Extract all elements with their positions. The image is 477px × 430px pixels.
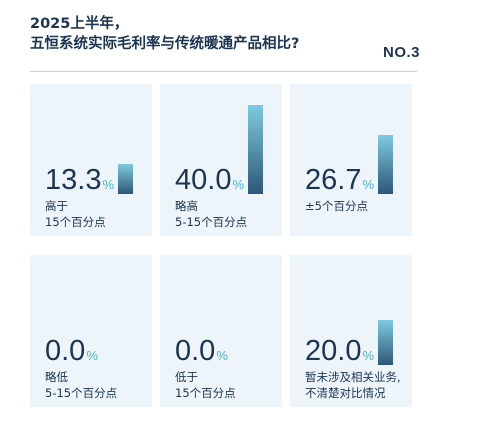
- result-card: 0.0% 低于 15个百分点: [160, 255, 282, 407]
- value-label: 0.0%: [45, 335, 98, 372]
- category-label-line: 15个百分点: [175, 386, 236, 400]
- category-label-line: 5-15个百分点: [45, 386, 118, 400]
- value-number: 20.0: [305, 335, 362, 367]
- category-label-line: ±5个百分点: [305, 199, 368, 213]
- value-label: 40.0%: [175, 164, 244, 201]
- percent-sign: %: [102, 177, 115, 192]
- category-label-line: 低于: [175, 370, 198, 384]
- value-bar: [118, 164, 133, 194]
- value-label: 20.0%: [305, 335, 374, 372]
- category-label: 略高 5-15个百分点: [175, 198, 247, 230]
- percent-sign: %: [86, 348, 98, 363]
- section-number-tag: NO.3: [383, 44, 421, 61]
- category-label-line: 高于: [45, 199, 68, 213]
- result-card: 40.0% 略高 5-15个百分点: [160, 84, 282, 236]
- chart-header: 2025上半年， 五恒系统实际毛利率与传统暖通产品相比?: [30, 14, 450, 54]
- header-divider: [30, 71, 417, 72]
- percent-sign: %: [362, 348, 375, 363]
- category-label: 略低 5-15个百分点: [45, 369, 117, 401]
- value-label: 13.3%: [45, 164, 114, 201]
- category-label-line: 不清楚对比情况: [305, 386, 386, 400]
- title-line-1: 2025上半年，: [30, 16, 129, 32]
- percent-sign: %: [232, 177, 245, 192]
- value-number: 13.3: [45, 164, 102, 196]
- value-bar: [378, 320, 393, 365]
- value-bar: [378, 135, 393, 194]
- category-label: ±5个百分点: [305, 198, 368, 214]
- category-label-line: 5-15个百分点: [175, 215, 248, 229]
- result-card: 20.0% 暂未涉及相关业务, 不清楚对比情况: [290, 255, 412, 407]
- value-bar: [248, 105, 263, 194]
- category-label-line: 略低: [45, 370, 68, 384]
- category-label-line: 暂未涉及相关业务,: [305, 370, 401, 384]
- percent-sign: %: [216, 348, 228, 363]
- value-number: 0.0: [175, 335, 216, 367]
- value-label: 0.0%: [175, 335, 228, 372]
- category-label: 高于 15个百分点: [45, 198, 106, 230]
- value-label: 26.7%: [305, 164, 374, 201]
- category-label-line: 略高: [175, 199, 198, 213]
- title-line-2: 五恒系统实际毛利率与传统暖通产品相比?: [30, 36, 300, 52]
- value-number: 40.0: [175, 164, 232, 196]
- percent-sign: %: [362, 177, 375, 192]
- category-label: 暂未涉及相关业务, 不清楚对比情况: [305, 369, 401, 401]
- value-number: 0.0: [45, 335, 86, 367]
- result-card: 13.3% 高于 15个百分点: [30, 84, 152, 236]
- result-card: 26.7% ±5个百分点: [290, 84, 412, 236]
- result-card: 0.0% 略低 5-15个百分点: [30, 255, 152, 407]
- value-number: 26.7: [305, 164, 362, 196]
- category-label-line: 15个百分点: [45, 215, 106, 229]
- category-label: 低于 15个百分点: [175, 369, 236, 401]
